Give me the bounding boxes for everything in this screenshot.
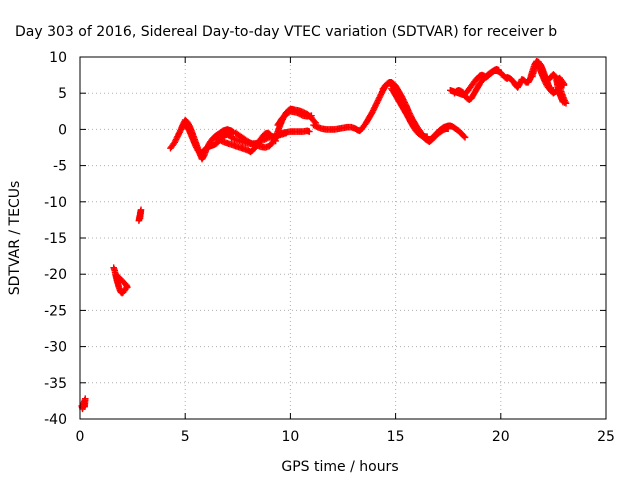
chart-title: Day 303 of 2016, Sidereal Day-to-day VTE… [15,24,557,40]
y-tick-labels: -40 -35 -30 -25 -20 -15 -10 -5 0 5 10 [44,50,67,428]
data-points [78,58,570,413]
y-tick-label: -25 [44,303,67,319]
y-tick-label: 5 [58,86,67,102]
y-tick-label: -30 [44,340,67,356]
x-tick-label: 15 [387,429,405,445]
data-point [308,112,315,119]
x-tick-label: 20 [492,429,510,445]
x-tick-label: 5 [181,429,190,445]
y-tick-label: -10 [44,195,67,211]
x-axis-label: GPS time / hours [281,459,398,475]
y-tick-label: -5 [53,159,67,175]
data-point [136,215,144,222]
x-tick-label: 25 [597,429,615,445]
data-point [444,125,452,132]
y-axis-label: SDTVAR / TECUs [7,181,23,296]
y-tick-label: 10 [49,50,67,66]
y-tick-label: -35 [44,376,67,392]
y-tick-label: -15 [44,231,67,247]
data-point [229,128,236,135]
data-point [495,66,502,74]
y-tick-label: 0 [58,122,67,138]
data-point [560,80,568,88]
y-tick-label: -20 [44,267,67,283]
x-tick-label: 10 [281,429,299,445]
data-point [460,132,468,140]
data-point [114,277,122,285]
data-point [79,401,87,408]
x-tick-labels: 0 5 10 15 20 25 [76,429,615,445]
data-point [461,134,469,141]
axis-ticks [79,56,607,420]
x-tick-label: 0 [76,429,85,445]
y-tick-label: -40 [44,412,67,428]
data-point [559,79,567,86]
data-point [306,128,313,135]
